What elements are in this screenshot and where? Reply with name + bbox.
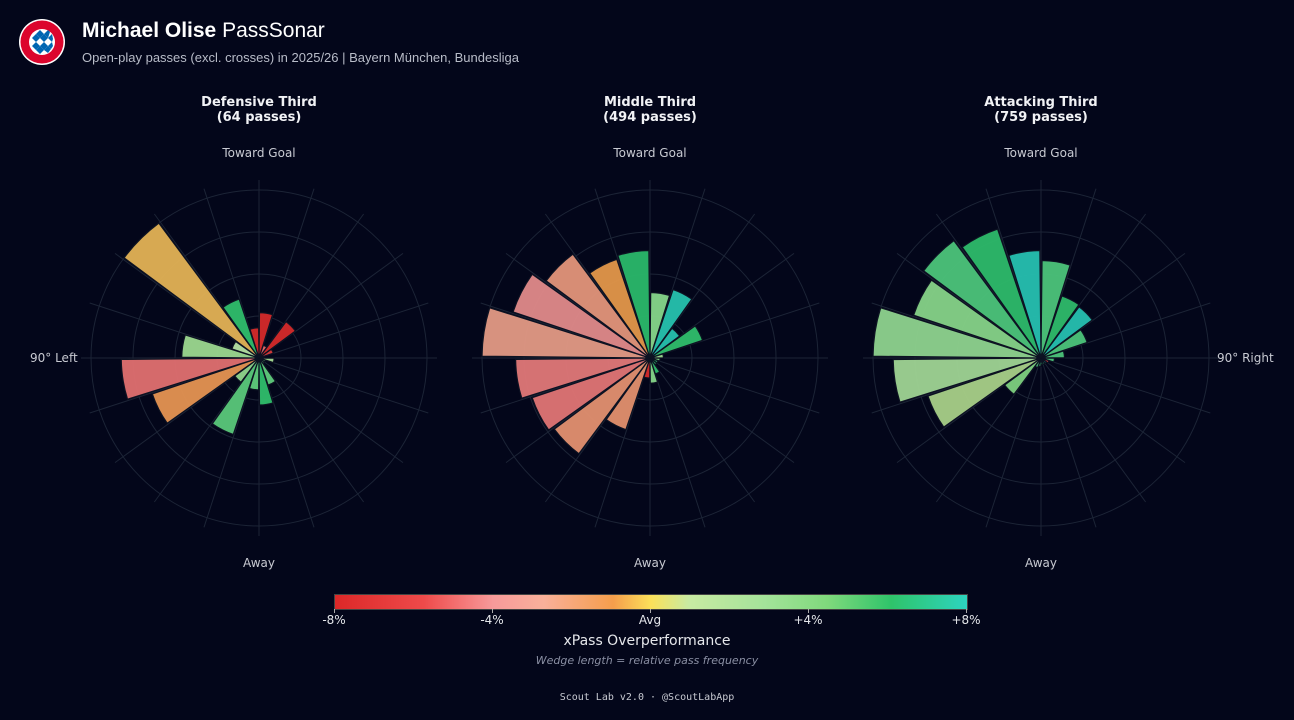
title-suffix: PassSonar	[222, 19, 325, 42]
sonar-wedge	[1040, 295, 1080, 359]
sonar-wedge	[1040, 305, 1094, 359]
sonar-wedge	[123, 222, 260, 359]
colorbar-tickmark	[808, 609, 809, 613]
page-title: Michael Olise PassSonar	[82, 19, 325, 43]
colorbar-note: Wedge length = relative pass frequency	[535, 654, 759, 667]
sonar-wedge	[181, 334, 260, 359]
grid-spoke	[1040, 357, 1186, 464]
grid-spoke	[258, 357, 429, 414]
grid-spoke	[649, 357, 706, 528]
grid-spoke	[985, 357, 1042, 528]
sonar-wedge	[649, 325, 704, 359]
colorbar-tick-label: +8%	[951, 613, 981, 627]
sonar-wedge	[912, 279, 1042, 359]
colorbar-tickmark	[650, 609, 651, 613]
sonar-wedge	[1040, 259, 1071, 359]
colorbar-tick-label: -8%	[322, 613, 346, 627]
grid-spoke	[1040, 357, 1147, 503]
sonar-wedge	[222, 298, 260, 359]
sonar-wedge	[649, 288, 693, 359]
sonar-wedge	[258, 320, 297, 359]
colorbar-tickmark	[492, 609, 493, 613]
sonar-wedge	[531, 357, 651, 431]
grid-spoke	[649, 357, 756, 503]
sonar-wedge	[545, 253, 651, 359]
sonar-wedge	[120, 357, 260, 400]
grid-spoke	[1040, 357, 1211, 414]
sonar-wedge	[1003, 357, 1042, 396]
sonar-wedge	[515, 357, 651, 399]
sonar-wedge	[892, 357, 1042, 403]
sonar-wedge	[151, 357, 260, 425]
sonar-wedge	[617, 249, 651, 359]
sonar-wedge	[258, 348, 275, 359]
sonar-wedge	[553, 357, 651, 455]
colorbar-tickmark	[334, 609, 335, 613]
direction-label-bottom: Away	[634, 556, 666, 570]
chart-pass-count: (759 passes)	[994, 110, 1088, 125]
grid-spoke	[258, 357, 365, 503]
chart-title: Attacking Third	[984, 95, 1097, 110]
sonar-wedge	[249, 327, 260, 359]
sonar-wedge	[649, 353, 665, 359]
colorbar-tickmark	[966, 609, 967, 613]
grid-spoke	[649, 357, 820, 414]
direction-label-top: Toward Goal	[612, 146, 686, 160]
sonar-wedge	[258, 357, 277, 386]
colorbar	[334, 594, 968, 610]
grid-spoke	[649, 357, 795, 464]
colorbar-label: xPass Overperformance	[563, 633, 731, 649]
sonar-wedge	[258, 357, 274, 406]
bayern-logo	[19, 19, 65, 65]
footer-credit: Scout Lab v2.0 · @ScoutLabApp	[559, 692, 735, 703]
chart-pass-count: (494 passes)	[603, 110, 697, 125]
colorbar-tick-label: Avg	[638, 613, 662, 627]
sonar-wedge	[605, 357, 651, 431]
direction-label-bottom: Away	[243, 556, 275, 570]
chart-title: Defensive Third	[201, 95, 317, 110]
sonar-wedge	[481, 307, 651, 359]
sonar-wedge	[649, 327, 681, 359]
grid-spoke	[258, 357, 404, 464]
subtitle: Open-play passes (excl. crosses) in 2025…	[82, 50, 519, 65]
sonar-wedge	[927, 357, 1042, 428]
sonar-wedge	[231, 340, 260, 359]
direction-label-top: Toward Goal	[1003, 146, 1077, 160]
chart-title: Middle Third	[604, 95, 696, 110]
sonar-wedge	[512, 273, 651, 359]
colorbar-tick-label: -4%	[480, 613, 504, 627]
chart-pass-count: (64 passes)	[217, 110, 302, 125]
sonar-wedge	[649, 357, 659, 384]
direction-label-right: 90° Right	[1217, 351, 1274, 365]
colorbar-tick-label: +4%	[793, 613, 823, 627]
sonar-wedge	[922, 239, 1042, 359]
sonar-wedge	[1040, 350, 1066, 359]
sonar-wedge	[961, 228, 1042, 359]
sonar-wedge	[1008, 249, 1042, 359]
sonar-wedge	[1040, 328, 1088, 359]
sonar-wedge	[588, 258, 651, 359]
player-name: Michael Olise	[82, 19, 217, 42]
grid-spoke	[1040, 357, 1097, 528]
direction-label-bottom: Away	[1025, 556, 1057, 570]
grid-spoke	[258, 302, 429, 359]
direction-label-top: Toward Goal	[221, 146, 295, 160]
sonar-wedge	[233, 357, 260, 384]
sonar-wedge	[872, 307, 1042, 359]
sonar-wedge	[211, 357, 260, 436]
direction-label-left: 90° Left	[30, 351, 78, 365]
